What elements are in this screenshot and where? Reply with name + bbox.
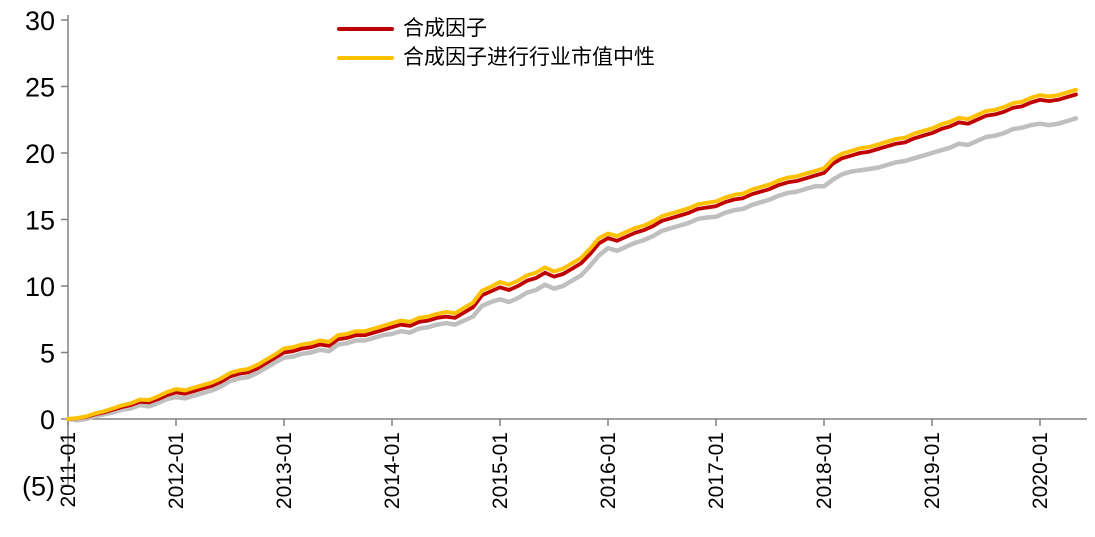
x-tick-label: 2011-01: [57, 432, 80, 508]
legend-line-swatch-gold: [337, 55, 394, 60]
legend-line-swatch-red: [337, 26, 394, 31]
y-tick-label: 5: [40, 339, 55, 369]
y-tick-label: 15: [25, 206, 55, 236]
series-line-合成因子: [66, 92, 1078, 421]
chart-legend: 合成因子 合成因子进行行业市值中性: [337, 15, 655, 71]
y-tick-label: 10: [25, 272, 55, 302]
x-tick-label: 2015-01: [489, 432, 512, 509]
y-tick-label: 20: [25, 139, 55, 169]
y-tick-label: 30: [25, 6, 55, 36]
x-tick-label: 2016-01: [597, 432, 620, 509]
y-tick-label: 25: [25, 73, 55, 103]
legend-label: 合成因子: [403, 16, 487, 40]
series-line-unlabeled: [65, 116, 1079, 423]
x-tick-label: 2012-01: [165, 432, 188, 509]
x-tick-label: 2013-01: [273, 432, 296, 509]
x-tick-label: 2019-01: [921, 432, 944, 509]
series-line-合成因子进行行业市值中性: [66, 87, 1078, 421]
legend-item-composite-factor-neutralized: 合成因子进行行业市值中性: [337, 44, 655, 71]
legend-item-composite-factor: 合成因子: [337, 15, 655, 42]
x-tick-label: 2014-01: [381, 432, 404, 509]
y-tick-label: (5): [22, 472, 55, 502]
x-tick-label: 2020-01: [1029, 432, 1052, 509]
y-tick-label: 0: [40, 405, 55, 435]
x-tick-label: 2017-01: [705, 432, 728, 509]
x-tick-label: 2018-01: [813, 432, 836, 509]
legend-label: 合成因子进行行业市值中性: [403, 45, 655, 69]
